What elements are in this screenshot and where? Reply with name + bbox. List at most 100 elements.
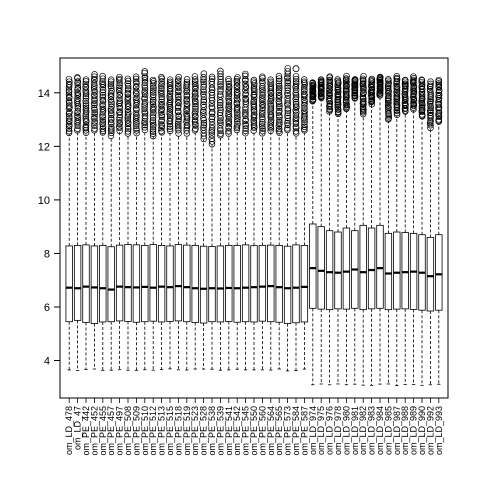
outlier-point bbox=[284, 114, 292, 122]
outlier-point bbox=[292, 65, 300, 73]
outlier-point bbox=[242, 72, 249, 80]
outlier-point bbox=[99, 94, 106, 101]
outlier-point bbox=[66, 115, 73, 122]
outlier-point bbox=[402, 104, 409, 112]
outlier-point bbox=[385, 76, 392, 83]
outlier-point bbox=[233, 77, 241, 85]
outlier-point bbox=[141, 118, 148, 125]
outlier-point bbox=[65, 121, 73, 128]
outlier-point bbox=[200, 83, 207, 91]
box bbox=[216, 245, 225, 323]
box bbox=[384, 232, 393, 311]
outlier-point bbox=[158, 121, 165, 128]
outlier-point bbox=[276, 119, 283, 126]
outlier-point bbox=[133, 87, 140, 94]
box bbox=[283, 245, 292, 324]
outlier-point bbox=[82, 117, 90, 124]
outlier-point bbox=[74, 118, 81, 126]
outlier-point bbox=[208, 118, 216, 126]
outlier-point bbox=[82, 102, 90, 109]
outlier-point bbox=[393, 74, 400, 82]
outlier-point bbox=[435, 76, 443, 84]
outlier-point bbox=[66, 78, 73, 85]
x-tick-label: om_PE_528 bbox=[199, 406, 209, 456]
outlier-point bbox=[65, 117, 73, 124]
outlier-point bbox=[175, 116, 182, 123]
outlier-point bbox=[435, 86, 443, 94]
x-tick-label: om_PE_565 bbox=[274, 406, 284, 456]
outlier-point bbox=[107, 78, 115, 85]
x-tick-label: om_PE_560 bbox=[257, 406, 267, 456]
outlier-point bbox=[82, 80, 89, 88]
outlier-point bbox=[91, 122, 98, 129]
outlier-point bbox=[225, 117, 232, 124]
outlier-point bbox=[250, 100, 258, 108]
outlier-point bbox=[65, 125, 73, 132]
outlier-point bbox=[368, 83, 375, 90]
outlier-point bbox=[410, 86, 417, 94]
x-tick-label: om_PE_457 bbox=[106, 406, 116, 456]
outlier-point bbox=[116, 84, 123, 91]
outlier-point bbox=[292, 78, 300, 85]
box bbox=[191, 245, 199, 323]
outlier-point bbox=[107, 114, 115, 122]
outlier-point bbox=[208, 91, 216, 99]
outlier-point bbox=[225, 86, 233, 94]
outlier-point bbox=[276, 104, 283, 112]
outlier-point bbox=[242, 95, 249, 102]
outlier-point bbox=[91, 108, 98, 116]
box bbox=[149, 244, 157, 322]
outlier-point bbox=[74, 89, 81, 96]
outlier-point bbox=[225, 110, 232, 117]
outlier-point bbox=[343, 72, 350, 80]
outlier-point bbox=[385, 108, 392, 115]
outlier-point bbox=[65, 75, 73, 83]
y-tick-label: 4 bbox=[44, 356, 50, 368]
x-tick-label: om_PE_519 bbox=[182, 406, 192, 456]
outliers-layer bbox=[65, 65, 443, 148]
outlier-point bbox=[233, 124, 241, 132]
outlier-point bbox=[91, 71, 98, 78]
outlier-point bbox=[90, 86, 98, 93]
outlier-point bbox=[91, 110, 98, 118]
outlier-point bbox=[225, 97, 233, 105]
outlier-point bbox=[225, 127, 232, 135]
outlier-point bbox=[258, 120, 266, 128]
outlier-point bbox=[166, 110, 174, 117]
outlier-point bbox=[334, 108, 342, 115]
outlier-point bbox=[175, 102, 182, 110]
outlier-point bbox=[217, 75, 224, 83]
outlier-point bbox=[192, 120, 199, 128]
box bbox=[233, 245, 241, 323]
outlier-point bbox=[418, 111, 426, 118]
outlier-point bbox=[200, 78, 207, 86]
y-tick-label: 10 bbox=[38, 195, 50, 207]
outlier-point bbox=[124, 102, 132, 109]
box bbox=[174, 244, 183, 322]
outlier-point bbox=[82, 83, 90, 90]
outlier-point bbox=[99, 86, 107, 94]
outlier-point bbox=[166, 125, 174, 133]
box bbox=[258, 245, 267, 322]
outlier-point bbox=[175, 96, 182, 103]
outlier-point bbox=[141, 105, 148, 113]
outlier-point bbox=[107, 96, 115, 103]
outlier-point bbox=[275, 72, 283, 80]
outlier-point bbox=[225, 83, 233, 90]
outlier-point bbox=[141, 103, 148, 110]
outlier-point bbox=[435, 91, 443, 99]
x-axis: om_LD_478om_LD_47om_PE_442om_PE_452om_PE… bbox=[64, 398, 444, 456]
outlier-point bbox=[91, 88, 98, 96]
outlier-point bbox=[124, 128, 132, 135]
box bbox=[317, 226, 325, 310]
x-tick-label: om_PE_452 bbox=[89, 406, 99, 456]
outlier-point bbox=[65, 97, 73, 105]
outlier-point bbox=[242, 76, 249, 83]
outlier-point bbox=[74, 97, 81, 104]
outlier-point bbox=[74, 116, 82, 123]
outlier-point bbox=[166, 102, 174, 109]
outlier-point bbox=[242, 127, 249, 135]
outlier-point bbox=[183, 95, 191, 103]
outlier-point bbox=[124, 89, 132, 97]
outlier-point bbox=[301, 123, 308, 131]
